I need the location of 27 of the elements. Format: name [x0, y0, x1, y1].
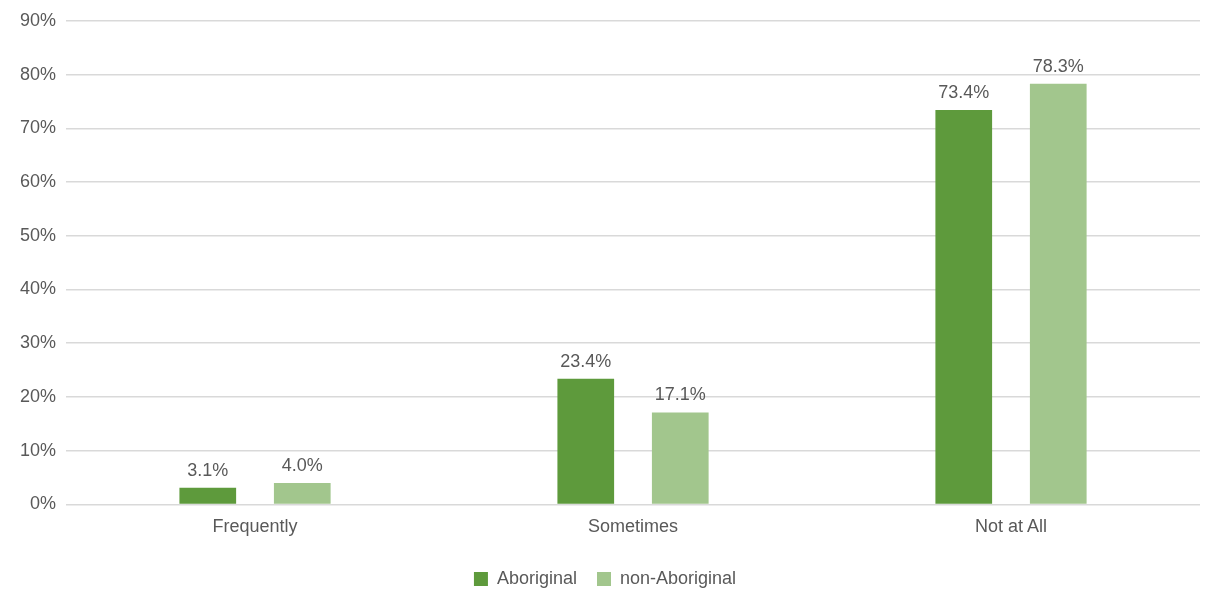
bar	[935, 110, 993, 504]
y-tick-label: 30%	[20, 332, 57, 353]
data-label: 17.1%	[654, 384, 706, 405]
y-tick-label: 50%	[20, 224, 57, 245]
data-label: 78.3%	[1032, 55, 1084, 76]
data-label: 23.4%	[560, 350, 612, 371]
legend-label: Aboriginal	[496, 567, 577, 588]
y-tick-label: 20%	[20, 385, 57, 406]
bar	[1029, 83, 1087, 504]
y-tick-label: 0%	[30, 493, 57, 514]
x-tick-label: Sometimes	[588, 516, 679, 537]
legend-label: non-Aboriginal	[619, 567, 737, 588]
bar	[273, 482, 331, 504]
y-tick-label: 70%	[20, 117, 57, 138]
y-tick-label: 60%	[20, 170, 57, 191]
x-tick-label: Not at All	[974, 516, 1048, 537]
y-tick-label: 40%	[20, 278, 57, 299]
data-label: 3.1%	[187, 459, 229, 480]
data-label: 4.0%	[281, 454, 323, 475]
y-tick-label: 10%	[20, 439, 57, 460]
x-tick-label: Frequently	[212, 516, 298, 537]
y-tick-label: 90%	[20, 9, 57, 30]
bar	[651, 412, 709, 504]
data-label: 73.4%	[938, 81, 990, 102]
bar	[557, 378, 615, 504]
y-tick-label: 80%	[20, 63, 57, 84]
bar	[179, 487, 237, 504]
